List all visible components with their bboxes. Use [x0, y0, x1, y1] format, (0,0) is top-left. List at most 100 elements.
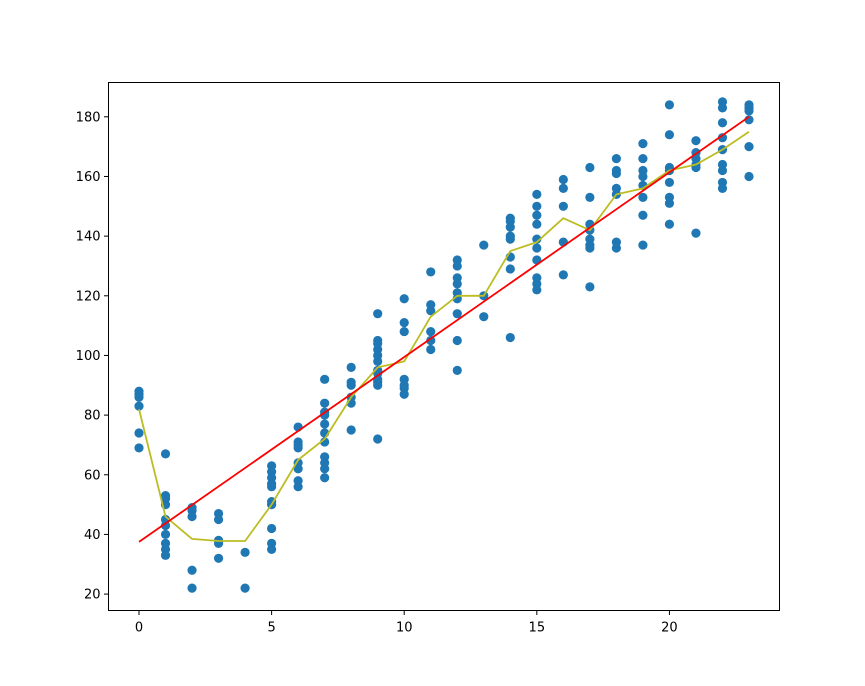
scatter-point	[373, 309, 383, 319]
scatter-point	[532, 285, 542, 295]
scatter-point	[373, 356, 383, 367]
scatter-point	[160, 550, 171, 560]
scatter-point	[611, 243, 621, 253]
scatter-point	[691, 136, 701, 146]
scatter-point	[664, 198, 675, 208]
scatter-point	[532, 234, 542, 244]
scatter-point	[744, 171, 754, 182]
scatter-point	[293, 464, 303, 474]
scatter-point	[558, 174, 568, 185]
scatter-point	[505, 222, 515, 232]
scatter-point	[267, 544, 277, 554]
scatter-point	[399, 389, 409, 399]
x-tick-label: 5	[267, 621, 275, 636]
scatter-point	[638, 192, 648, 202]
scatter-point	[187, 583, 197, 593]
scatter-point	[452, 365, 462, 375]
scatter-point	[240, 547, 250, 557]
scatter-point	[505, 264, 515, 274]
scatter-point	[479, 312, 489, 322]
scatter-point	[664, 100, 675, 110]
scatter-point	[585, 192, 595, 202]
scatter-point	[452, 279, 462, 289]
scatter-point	[585, 282, 595, 292]
scatter-point	[452, 261, 462, 271]
scatter-point	[346, 380, 356, 390]
scatter-point	[638, 240, 648, 250]
x-tick-label: 20	[661, 621, 678, 636]
y-tick-label: 140	[76, 230, 101, 245]
scatter-point	[532, 219, 542, 229]
scatter-point	[320, 410, 330, 420]
scatter-point	[717, 118, 728, 128]
scatter-point	[293, 482, 303, 492]
y-tick-label: 40	[84, 528, 101, 543]
scatter-point	[717, 133, 728, 143]
scatter-point	[213, 553, 224, 563]
scatter-point	[399, 318, 409, 328]
scatter-point	[744, 142, 754, 152]
scatter-point	[558, 270, 568, 280]
scatter-point	[691, 228, 701, 238]
y-tick-label: 20	[84, 588, 101, 603]
scatter-point	[452, 309, 462, 319]
scatter-point	[532, 243, 542, 253]
scatter-point	[213, 514, 224, 525]
fit-line	[138, 116, 750, 543]
scatter-point	[399, 294, 409, 304]
scatter-point	[187, 565, 197, 575]
scatter-point	[664, 130, 675, 140]
scatter-point	[505, 234, 515, 244]
scatter-point	[160, 520, 171, 531]
scatter-point	[293, 443, 303, 453]
scatter-point	[638, 210, 648, 220]
scatter-point	[320, 374, 330, 384]
y-tick-label: 120	[76, 289, 101, 304]
scatter-point	[664, 219, 675, 229]
scatter-point	[638, 171, 648, 182]
scatter-point	[611, 153, 621, 164]
scatter-point	[664, 177, 675, 188]
scatter-point	[558, 183, 568, 193]
scatter-point	[532, 201, 542, 211]
scatter-point	[717, 103, 728, 113]
scatter-point	[638, 139, 648, 149]
scatter-point	[426, 335, 436, 346]
scatter-point	[532, 210, 542, 220]
y-tick-label: 60	[84, 468, 101, 483]
scatter-point	[426, 344, 436, 355]
x-tick-label: 0	[135, 621, 143, 636]
scatter-point	[320, 473, 330, 483]
scatter-point	[373, 434, 383, 444]
scatter-point	[717, 183, 728, 193]
scatter-point	[187, 511, 197, 522]
scatter-point	[558, 201, 568, 211]
scatter-point	[320, 398, 330, 408]
mean-line	[138, 130, 750, 542]
scatter-point	[240, 583, 250, 593]
y-tick-label: 180	[76, 110, 101, 125]
y-tick-label: 80	[84, 409, 101, 424]
axes-frame	[108, 82, 780, 611]
scatter-point	[479, 240, 489, 250]
scatter-point	[638, 153, 648, 164]
plot-area	[134, 97, 754, 593]
x-tick-label: 15	[529, 621, 546, 636]
scatter-point	[505, 332, 515, 343]
scatter-point	[160, 529, 171, 540]
scatter-point	[744, 106, 754, 116]
scatter-point	[134, 401, 144, 411]
scatter-point	[134, 443, 144, 453]
scatter-point	[426, 306, 436, 316]
scatter-point	[585, 243, 595, 253]
scatter-point	[373, 380, 383, 390]
scatter-point	[426, 267, 436, 277]
scatter-point	[320, 419, 330, 429]
scatter-point	[134, 428, 144, 438]
scatter-point	[160, 449, 171, 459]
y-tick-label: 100	[76, 349, 101, 364]
scatter-point	[134, 392, 144, 402]
scatter-point	[346, 425, 356, 435]
scatter-point	[346, 362, 356, 372]
